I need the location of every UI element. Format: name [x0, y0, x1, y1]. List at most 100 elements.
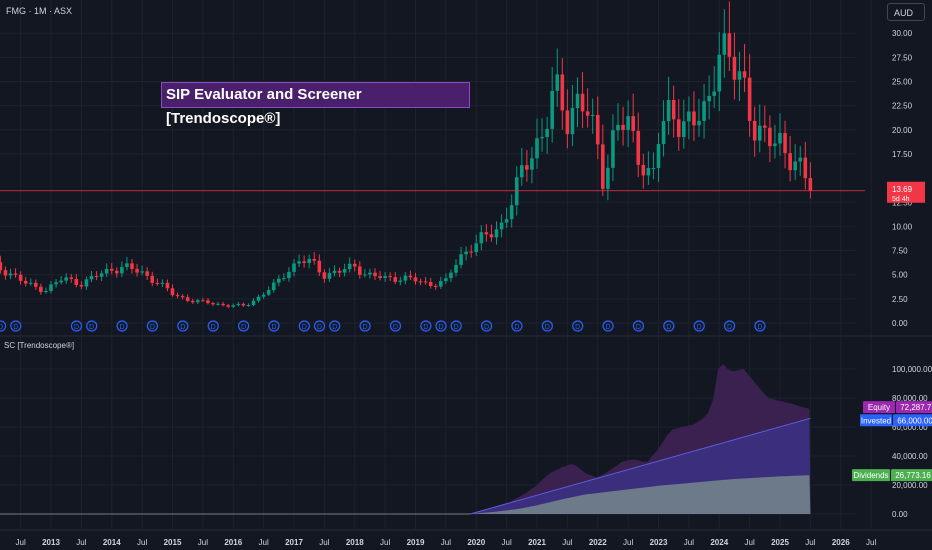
candle-body	[145, 271, 149, 276]
candle	[297, 254, 301, 268]
candle	[307, 254, 311, 269]
candle-body	[271, 282, 276, 291]
candle-body	[449, 272, 453, 279]
candle	[160, 279, 165, 288]
equity-value-tag-text: 72,287.71	[900, 403, 932, 412]
candle-body	[423, 281, 428, 283]
dividend-marker-label: D	[74, 324, 79, 331]
dividend-marker: D	[298, 320, 310, 332]
candle-body	[332, 270, 337, 274]
candle-body	[641, 164, 646, 176]
dividend-marker-circle	[632, 320, 645, 332]
candle	[808, 162, 813, 199]
candle	[59, 276, 63, 285]
candle-body	[352, 263, 357, 267]
candle	[170, 284, 175, 297]
candle-body	[221, 303, 225, 306]
candle-body	[692, 111, 696, 126]
candle-body	[768, 127, 772, 147]
candle-body	[621, 124, 625, 130]
candle-body	[302, 261, 306, 264]
x-tick-label: Jul	[562, 538, 572, 547]
x-tick-label: Jul	[502, 538, 512, 547]
price-tick-label: 27.50	[892, 53, 913, 62]
candle	[0, 255, 3, 274]
dividend-marker-circle	[420, 320, 432, 332]
invested-name-tag-text: Invested	[861, 416, 891, 425]
dividend-marker-circle	[146, 320, 159, 332]
candle	[332, 265, 337, 277]
dividend-marker-label: D	[438, 324, 443, 331]
candle	[428, 277, 433, 289]
x-tick-label: Jul	[805, 538, 815, 547]
candle	[54, 279, 58, 288]
x-tick-label: 2018	[346, 538, 364, 547]
x-tick-label: 2014	[103, 538, 121, 547]
candle-body	[135, 268, 139, 273]
candle	[216, 301, 220, 306]
candle	[302, 255, 306, 268]
candle-body	[18, 274, 23, 281]
dividend-marker: D	[359, 320, 371, 332]
candle-body	[509, 205, 514, 220]
indicator-tick-label: 40,000.00	[892, 452, 928, 461]
candle	[201, 297, 205, 302]
candle	[742, 43, 747, 93]
candle-body	[459, 254, 463, 265]
candle	[69, 273, 74, 283]
candle	[322, 269, 327, 283]
candle	[378, 270, 382, 281]
x-tick-label: 2015	[164, 538, 182, 547]
candle	[732, 32, 737, 100]
candle-body	[661, 121, 666, 145]
candle	[282, 273, 286, 282]
candle-body	[676, 119, 681, 137]
candle-body	[631, 116, 635, 131]
candle-body	[525, 165, 529, 170]
last-price-value: 13.69	[892, 185, 913, 194]
candle-body	[231, 305, 236, 307]
candle-body	[565, 110, 570, 135]
x-tick-label: 2016	[224, 538, 242, 547]
candle	[697, 98, 701, 137]
candle	[236, 301, 241, 307]
candle	[211, 301, 215, 306]
price-tick-label: 0.00	[892, 319, 908, 328]
dividend-marker-label: D	[454, 324, 459, 331]
equity-name-tag-text: Equity	[868, 403, 890, 412]
price-tick-label: 5.00	[892, 271, 908, 280]
dividend-marker: D	[207, 320, 219, 332]
candle-body	[287, 271, 291, 279]
candle-body	[606, 167, 610, 189]
x-tick-label: Jul	[441, 538, 451, 547]
candle	[383, 272, 387, 282]
indicator-tick-label: 80,000.00	[892, 394, 928, 403]
dividends-name-tag-text: Dividends	[853, 471, 888, 480]
candle-body	[514, 177, 519, 206]
dividend-marker: D	[329, 320, 341, 332]
dividend-marker: D	[389, 320, 402, 332]
candle-body	[160, 282, 165, 284]
dividend-marker-circle	[754, 320, 766, 332]
currency-button[interactable]: AUD	[887, 3, 925, 21]
dividend-marker: D	[754, 320, 766, 332]
dividend-marker-circle	[602, 320, 614, 332]
candle	[358, 261, 362, 279]
candle	[165, 279, 170, 292]
dividend-marker-label: D	[271, 324, 276, 331]
x-tick-label: Jul	[259, 538, 269, 547]
candle-body	[793, 161, 797, 171]
candle	[585, 88, 590, 128]
equity-name-tag: Equity	[863, 401, 895, 414]
candle-body	[317, 260, 322, 273]
candle-body	[682, 121, 686, 137]
candle-body	[616, 124, 620, 131]
candle-body	[175, 295, 180, 297]
candle	[707, 75, 711, 120]
candle-body	[712, 91, 716, 96]
candle-body	[747, 77, 752, 121]
candle-body	[626, 116, 630, 130]
candle	[616, 103, 620, 141]
candle-body	[403, 275, 408, 281]
